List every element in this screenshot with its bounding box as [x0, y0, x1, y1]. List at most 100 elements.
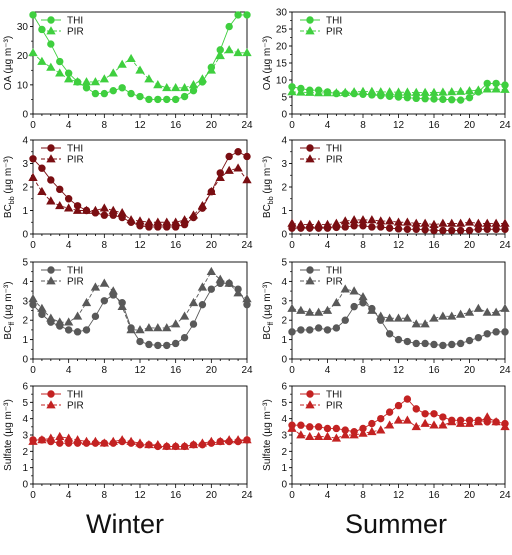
data-point-pir	[305, 87, 315, 96]
data-point-pir	[491, 218, 501, 227]
data-point-thi	[154, 341, 162, 350]
y-tick-label: 1	[281, 335, 287, 346]
data-point-thi	[350, 302, 358, 311]
x-tick-label: 4	[325, 490, 331, 501]
data-point-pir	[224, 435, 234, 444]
data-point-pir	[108, 68, 118, 77]
data-point-thi	[180, 333, 189, 342]
data-point-pir	[447, 87, 457, 96]
x-tick-label: 20	[206, 365, 218, 376]
data-point-thi	[225, 22, 233, 31]
data-point-pir	[153, 323, 163, 332]
legend-marker-pir	[46, 400, 56, 409]
y-tick-label: 1	[281, 206, 287, 217]
data-point-pir	[37, 435, 47, 444]
x-tick-label: 12	[393, 365, 405, 376]
data-point-thi	[100, 89, 109, 98]
data-point-pir	[90, 282, 101, 291]
y-tick-label: 0	[281, 110, 287, 121]
data-point-pir	[296, 430, 306, 439]
data-point-thi	[465, 226, 474, 235]
legend-marker-thi	[47, 266, 55, 274]
data-point-pir	[340, 216, 350, 225]
data-point-thi	[91, 89, 100, 98]
data-point-thi	[29, 155, 37, 163]
data-point-pir	[28, 436, 38, 445]
data-point-pir	[349, 87, 359, 96]
x-tick-label: 12	[134, 240, 146, 251]
y-tick-label: 0	[22, 230, 28, 241]
legend-label-pir: PIR	[326, 155, 343, 166]
x-tick-label: 24	[499, 365, 511, 376]
data-point-pir	[473, 85, 484, 94]
data-point-pir	[420, 87, 430, 96]
y-axis-label: OA (µg m⁻³)	[262, 36, 273, 90]
x-tick-label: 20	[464, 365, 476, 376]
data-point-pir	[411, 218, 421, 227]
y-axis-label: BCbb (µg m⁻³)	[3, 156, 16, 218]
data-point-pir	[126, 53, 136, 62]
data-point-pir	[305, 307, 315, 316]
data-point-thi	[448, 96, 456, 104]
x-tick-label: 20	[206, 490, 218, 501]
data-point-pir	[429, 420, 439, 429]
y-tick-label: 4	[281, 414, 287, 425]
y-tick-label: 4	[281, 277, 287, 288]
data-point-pir	[171, 319, 181, 328]
data-point-thi	[314, 423, 323, 431]
data-point-pir	[438, 218, 448, 227]
data-point-pir	[28, 47, 38, 57]
x-tick-label: 20	[464, 240, 476, 251]
y-tick-label: 6	[281, 382, 287, 393]
x-tick-label: 8	[360, 365, 366, 376]
x-tick-label: 16	[170, 240, 182, 251]
data-point-thi	[439, 413, 447, 421]
data-point-thi	[154, 95, 162, 104]
data-point-pir	[179, 215, 190, 224]
data-point-thi	[474, 225, 483, 234]
data-point-pir	[393, 217, 404, 226]
x-tick-label: 24	[241, 365, 253, 376]
legend-marker-thi	[306, 266, 314, 274]
data-point-thi	[47, 176, 55, 184]
data-point-pir	[384, 216, 395, 225]
data-point-thi	[109, 86, 117, 95]
y-axis-label: BCbb (µg m⁻³)	[262, 156, 275, 218]
y-axis-label: Sulfate (µg m⁻³)	[262, 399, 273, 471]
data-point-thi	[314, 324, 323, 332]
y-tick-label: 3	[281, 159, 287, 170]
y-tick-label: 1	[22, 206, 28, 217]
data-point-thi	[163, 95, 171, 104]
data-point-pir	[215, 172, 225, 181]
data-point-thi	[368, 419, 376, 428]
data-point-pir	[46, 433, 56, 442]
data-point-pir	[358, 292, 368, 301]
series-line-thi	[32, 14, 247, 100]
data-point-pir	[233, 47, 243, 57]
y-tick-label: 2	[281, 447, 287, 458]
data-point-pir	[331, 218, 342, 227]
legend-label-pir: PIR	[326, 277, 343, 288]
data-point-pir	[90, 205, 101, 214]
data-point-thi	[359, 222, 367, 230]
data-point-pir	[420, 319, 430, 328]
data-point-pir	[322, 431, 333, 440]
data-point-thi	[377, 223, 385, 231]
data-point-thi	[47, 40, 55, 48]
data-point-pir	[438, 420, 448, 429]
data-point-pir	[242, 175, 252, 184]
data-point-pir	[197, 74, 208, 83]
data-point-pir	[242, 435, 252, 444]
x-tick-label: 12	[134, 120, 146, 131]
x-tick-label: 8	[360, 120, 366, 131]
data-point-pir	[55, 317, 65, 326]
legend-label-pir: PIR	[67, 277, 84, 288]
data-point-thi	[189, 320, 198, 328]
x-tick-label: 8	[360, 490, 366, 501]
y-tick-label: 20	[17, 51, 29, 62]
legend-label-thi: THI	[67, 390, 83, 401]
legend-marker-thi	[306, 390, 314, 398]
data-point-thi	[243, 11, 251, 19]
